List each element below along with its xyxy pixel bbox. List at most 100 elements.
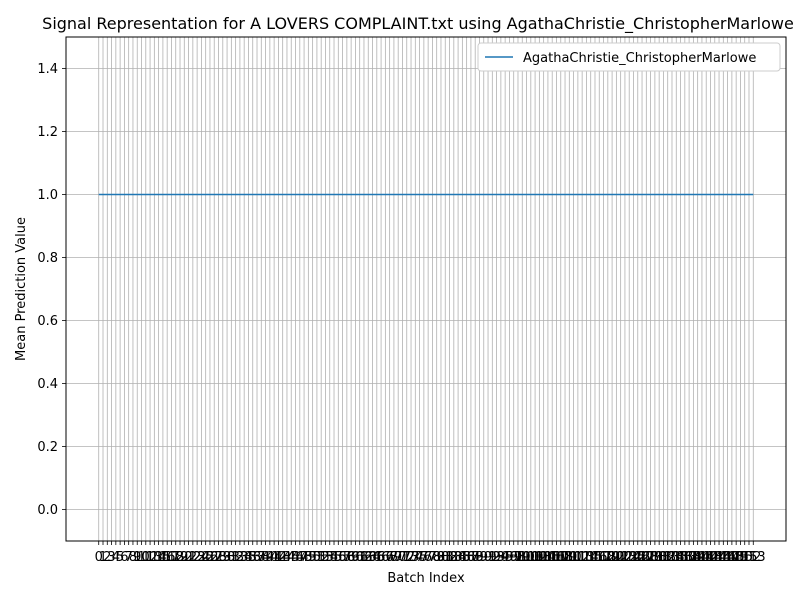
x-tick-label: 78 xyxy=(424,550,441,565)
x-tick-label: 47 xyxy=(292,550,309,565)
x-tick-label: 119 xyxy=(595,550,620,565)
x-tick-label: 150 xyxy=(728,550,753,565)
x-tick-label: 51 xyxy=(309,550,326,565)
x-tick-label: 54 xyxy=(321,550,338,565)
x-tick-label: 11 xyxy=(138,550,155,565)
x-tick-label: 121 xyxy=(604,550,629,565)
legend-box xyxy=(477,42,781,72)
x-tick-label: 92 xyxy=(484,550,501,565)
x-tick-label: 116 xyxy=(583,550,608,565)
x-tick-label: 74 xyxy=(407,550,424,565)
x-tick-label: 136 xyxy=(668,550,693,565)
x-tick-label: 1 xyxy=(99,550,107,565)
x-tick-label: 62 xyxy=(356,550,373,565)
x-tick-label: 112 xyxy=(565,550,590,565)
x-tick-label: 43 xyxy=(274,550,291,565)
x-tick-label: 132 xyxy=(651,550,676,565)
x-tick-label: 59 xyxy=(343,550,360,565)
x-tick-label: 102 xyxy=(523,550,548,565)
x-tick-label: 9 xyxy=(133,550,141,565)
x-tick-label: 5 xyxy=(116,550,124,565)
x-tick-label: 108 xyxy=(548,550,573,565)
x-tick-label: 73 xyxy=(403,550,420,565)
x-tick-label: 76 xyxy=(416,550,433,565)
x-tick-label: 48 xyxy=(296,550,313,565)
x-tick-label: 28 xyxy=(210,550,227,565)
x-tick-label: 33 xyxy=(232,550,249,565)
x-tick-label: 15 xyxy=(155,550,172,565)
x-tick-label: 107 xyxy=(544,550,569,565)
x-tick-label: 130 xyxy=(642,550,667,565)
x-tick-label: 115 xyxy=(578,550,603,565)
x-tick-label: 111 xyxy=(561,550,586,565)
x-tick-label: 137 xyxy=(672,550,697,565)
x-tick-label: 146 xyxy=(711,550,736,565)
x-tick-label: 98 xyxy=(510,550,527,565)
y-grid-lines xyxy=(66,68,786,510)
x-tick-label: 120 xyxy=(600,550,625,565)
y-axis-ticks: 0.0 0.2 0.4 0.6 0.8 1.0 1.2 1.4 xyxy=(37,62,66,518)
x-tick-label: 88 xyxy=(467,550,484,565)
x-tick-label: 135 xyxy=(664,550,689,565)
x-tick-label: 117 xyxy=(587,550,612,565)
x-tick-label: 32 xyxy=(227,550,244,565)
x-tick-label: 133 xyxy=(655,550,680,565)
x-tick-label: 4 xyxy=(112,550,120,565)
x-tick-label: 40 xyxy=(262,550,279,565)
x-tick-label: 151 xyxy=(732,550,757,565)
x-tick-label: 96 xyxy=(501,550,518,565)
x-tick-label: 13 xyxy=(146,550,163,565)
x-tick-label: 39 xyxy=(257,550,274,565)
chart-title: Signal Representation for A LOVERS COMPL… xyxy=(42,14,794,34)
x-tick-label: 55 xyxy=(326,550,343,565)
x-tick-label: 153 xyxy=(741,550,766,565)
x-tick-label: 131 xyxy=(647,550,672,565)
x-tick-label: 14 xyxy=(150,550,167,565)
x-tick-label: 37 xyxy=(249,550,266,565)
x-tick-label: 26 xyxy=(202,550,219,565)
x-tick-label: 7 xyxy=(125,550,133,565)
x-tick-label: 67 xyxy=(377,550,394,565)
x-tick-label: 110 xyxy=(557,550,582,565)
x-tick-label: 71 xyxy=(394,550,411,565)
x-tick-label: 140 xyxy=(685,550,710,565)
x-tick-label: 61 xyxy=(351,550,368,565)
x-tick-label: 81 xyxy=(437,550,454,565)
x-tick-label: 75 xyxy=(411,550,428,565)
x-tick-label: 90 xyxy=(475,550,492,565)
x-tick-label: 46 xyxy=(287,550,304,565)
x-tick-label: 52 xyxy=(313,550,330,565)
x-tick-label: 41 xyxy=(266,550,283,565)
x-tick-label: 138 xyxy=(677,550,702,565)
x-tick-label: 89 xyxy=(471,550,488,565)
y-axis-label: Mean Prediction Value xyxy=(14,217,29,361)
x-tick-label: 64 xyxy=(364,550,381,565)
x-tick-label: 57 xyxy=(334,550,351,565)
plot-frame xyxy=(65,36,787,542)
x-tick-label: 125 xyxy=(621,550,646,565)
x-tick-label: 6 xyxy=(120,550,128,565)
x-tick-label: 10 xyxy=(133,550,150,565)
x-tick-label: 3 xyxy=(107,550,115,565)
x-tick-label: 79 xyxy=(428,550,445,565)
x-tick-label: 109 xyxy=(553,550,578,565)
x-tick-label: 87 xyxy=(463,550,480,565)
x-tick-label: 118 xyxy=(591,550,616,565)
x-tick-label: 42 xyxy=(270,550,287,565)
x-tick-label: 93 xyxy=(488,550,505,565)
x-tick-label: 105 xyxy=(536,550,561,565)
x-tick-label: 68 xyxy=(381,550,398,565)
y-tick-label: 0.0 xyxy=(37,503,58,518)
x-tick-label: 147 xyxy=(715,550,740,565)
y-tick-label: 0.4 xyxy=(37,377,58,392)
x-tick-label: 38 xyxy=(253,550,270,565)
x-tick-label: 2 xyxy=(103,550,111,565)
x-axis-label: Batch Index xyxy=(387,571,465,586)
x-axis-ticks: 0123456789101112131415161718192021222324… xyxy=(95,541,766,565)
x-tick-label: 143 xyxy=(698,550,723,565)
x-tick-label: 141 xyxy=(690,550,715,565)
x-tick-label: 18 xyxy=(167,550,184,565)
x-tick-label: 85 xyxy=(454,550,471,565)
x-tick-label: 27 xyxy=(206,550,223,565)
